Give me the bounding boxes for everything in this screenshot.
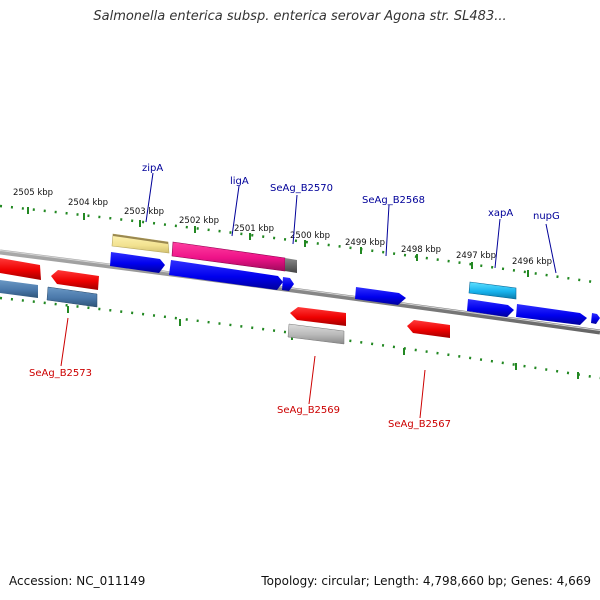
gene-SeAg_B2567-reverse-arrow[interactable] [407,320,450,338]
gene-SeAg_B2574-cog-block[interactable] [0,280,38,298]
genome-backbone-highlight [0,250,600,331]
ruler-labels: 2505 kbp 2504 kbp 2503 kbp 2502 kbp 2501… [13,188,552,267]
ruler-label: 2497 kbp [456,251,496,261]
gene-label-SeAg_B2570[interactable]: SeAg_B2570 [270,183,333,194]
gene-xapA-cog-block[interactable] [468,281,517,300]
ruler-label: 2499 kbp [345,238,385,248]
gene-SeAg_B2569-reverse-arrow[interactable] [290,307,346,326]
gene-SeAg_B2573-cog-block[interactable] [46,286,98,308]
ruler-label: 2504 kbp [68,198,108,208]
gene-label-SeAg_B2567[interactable]: SeAg_B2567 [388,419,451,430]
gene-label-SeAg_B2568[interactable]: SeAg_B2568 [362,195,425,206]
reverse-label-leaders [60,317,426,419]
gene-SeAg_B2570-cog-block[interactable] [285,258,297,273]
gene-nupG-forward-arrow[interactable] [516,304,587,325]
accession-text: Accession: NC_011149 [9,574,146,588]
ruler-label: 2496 kbp [512,257,552,267]
gene-label-SeAg_B2573[interactable]: SeAg_B2573 [29,368,92,379]
gene-label-nupG[interactable]: nupG [533,211,560,222]
genome-summary-text: Topology: circular; Length: 4,798,660 bp… [261,574,591,588]
gene-label-xapA[interactable]: xapA [488,208,513,219]
gene-label-SeAg_B2569[interactable]: SeAg_B2569 [277,405,340,416]
gene-zipA-forward-arrow[interactable] [110,252,165,273]
gene-SeAg_B2573-reverse-arrow[interactable] [51,270,99,290]
gene-zipA-cog-block[interactable] [111,233,170,254]
ruler-label: 2501 kbp [234,224,274,234]
gene-xapA-forward-arrow[interactable] [467,299,514,317]
ruler-label: 2500 kbp [290,231,330,241]
gene-SeAg_B2570-forward-arrow[interactable] [282,277,294,291]
forward-gene-labels: zipA ligA SeAg_B2570 SeAg_B2568 xapA nup… [142,163,560,222]
genome-backbone [0,249,600,335]
ruler-label: 2503 kbp [124,207,164,217]
gene-offscreen-forward-arrow[interactable] [591,313,600,324]
gene-SeAg_B2568-forward-arrow[interactable] [355,287,406,305]
gene-SeAg_B2574-reverse-arrow[interactable] [0,258,41,280]
gene-ligA-forward-arrow[interactable] [169,260,283,290]
reverse-gene-labels: SeAg_B2573 SeAg_B2569 SeAg_B2567 [29,368,451,430]
ruler-label: 2502 kbp [179,216,219,226]
gene-zipA-cog-top-edge [113,234,168,244]
gene-SeAg_B2569-cog-block[interactable] [287,323,345,345]
forward-label-leaders [145,172,557,274]
ruler-label: 2505 kbp [13,188,53,198]
gene-label-zipA[interactable]: zipA [142,163,163,174]
gene-label-ligA[interactable]: ligA [230,176,249,187]
ruler-label: 2498 kbp [401,245,441,255]
genome-title: Salmonella enterica subsp. enterica sero… [93,9,507,24]
